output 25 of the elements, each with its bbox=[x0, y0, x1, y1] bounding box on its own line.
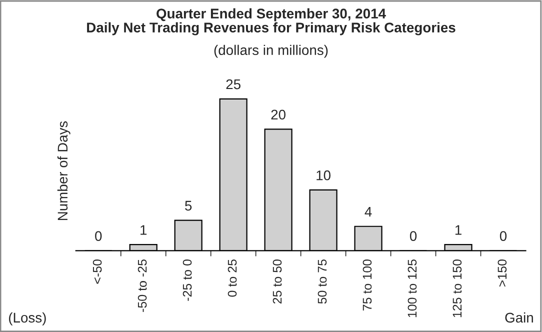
text: (Loss) bbox=[8, 312, 46, 326]
x-tick-label: 0 to 25 bbox=[228, 260, 237, 297]
data-label: 20 bbox=[271, 110, 286, 120]
x-tick-label: 25 to 50 bbox=[272, 259, 282, 304]
x-tick-label: -25 to 0 bbox=[182, 259, 192, 301]
text: Gain bbox=[505, 312, 533, 323]
chart-title: Quarter Ended September 30, 2014 Daily Net Trading Revenues for Primary Risk Categories bbox=[87, 8, 456, 36]
x-tick-label: -50 to -25 bbox=[138, 260, 147, 312]
data-label: 5 bbox=[185, 200, 192, 211]
x-tick-label: 50 to 75 bbox=[318, 260, 327, 304]
y-axis-title: Number of Days bbox=[57, 121, 70, 220]
data-label: 0 bbox=[500, 231, 507, 241]
data-label: 4 bbox=[364, 206, 372, 217]
x-tick-label: 125 to 150 bbox=[452, 259, 462, 318]
data-label: 0 bbox=[410, 231, 417, 241]
data-label: 0 bbox=[95, 231, 102, 241]
x-tick-label: 75 to 100 bbox=[362, 259, 372, 310]
chart-subtitle: (dollars in millions) bbox=[214, 44, 328, 58]
x-tick-label: <-50 bbox=[92, 259, 102, 284]
x-tick-label: 100 to 125 bbox=[408, 260, 417, 318]
data-label: 1 bbox=[140, 225, 147, 235]
data-label: 10 bbox=[316, 170, 330, 180]
data-label: 25 bbox=[226, 79, 240, 90]
x-tick-label: >150 bbox=[498, 259, 507, 287]
data-label: 1 bbox=[455, 225, 462, 235]
